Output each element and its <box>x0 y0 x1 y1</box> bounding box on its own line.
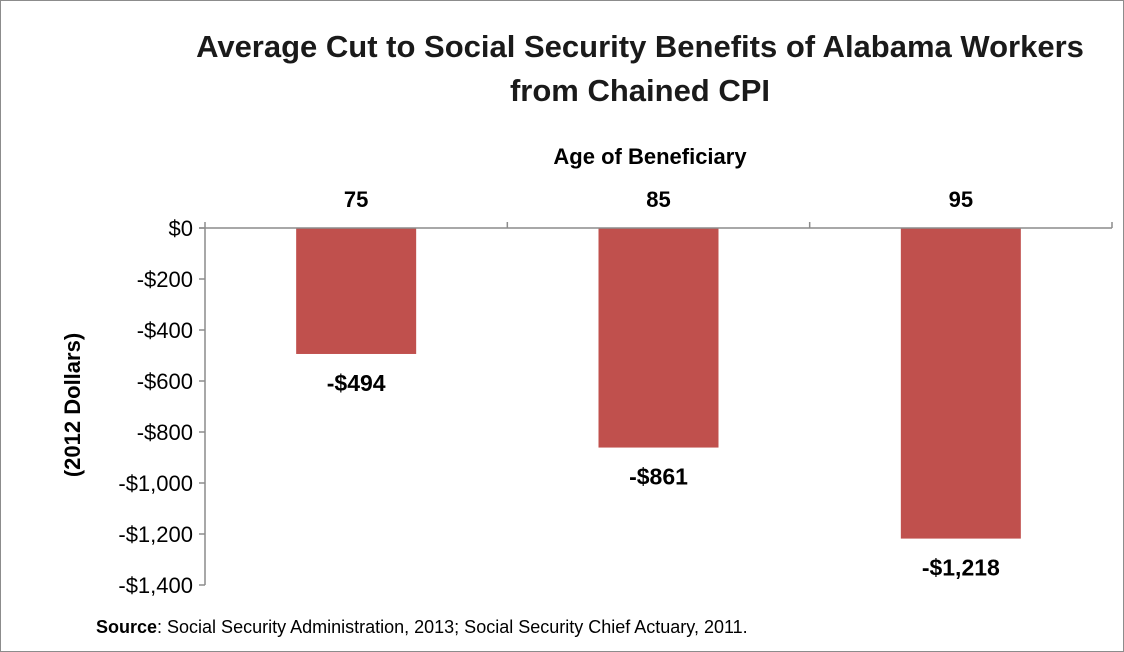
y-tick-label: -$1,000 <box>118 471 193 496</box>
data-label: -$861 <box>629 464 688 490</box>
bar <box>296 228 417 354</box>
chart-title-line-1: Average Cut to Social Security Benefits … <box>196 29 1084 64</box>
y-tick-label: -$1,400 <box>118 573 193 598</box>
source-label: Source <box>96 617 157 637</box>
y-tick-label: -$600 <box>137 369 193 394</box>
y-tick-label: -$800 <box>137 420 193 445</box>
bars-group: 75 -$494 85 -$861 95 -$1,218 <box>296 187 1021 581</box>
y-tick-label: -$1,200 <box>118 522 193 547</box>
data-label: -$494 <box>327 370 386 396</box>
source-text: : Social Security Administration, 2013; … <box>157 617 748 637</box>
x-tick-label: 75 <box>344 187 368 212</box>
x-tick-label: 85 <box>646 187 670 212</box>
bar <box>900 228 1021 539</box>
x-axis-label: Age of Beneficiary <box>553 144 747 169</box>
bar <box>598 228 719 448</box>
y-tick-label: -$400 <box>137 318 193 343</box>
chart-title-line-2: from Chained CPI <box>510 73 770 108</box>
data-label: -$1,218 <box>922 555 1000 581</box>
y-tick-label: -$200 <box>137 267 193 292</box>
y-axis-ticks: $0 -$200 -$400 -$600 -$800 -$1,000 -$1,200 -$1,… <box>118 216 205 598</box>
axes-group <box>199 222 1113 585</box>
source-note: Source: Social Security Administration, … <box>96 617 748 637</box>
y-axis-label: (2012 Dollars) <box>60 333 85 477</box>
y-tick-label: $0 <box>169 216 193 241</box>
x-tick-label: 95 <box>949 187 973 212</box>
